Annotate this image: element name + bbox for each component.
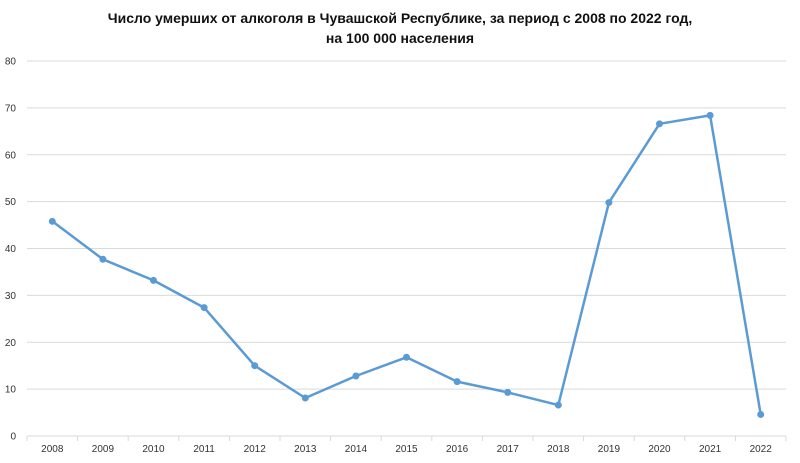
chart-title: Число умерших от алкоголя в Чувашской Ре… xyxy=(0,8,800,48)
data-point xyxy=(251,362,259,370)
data-point xyxy=(453,378,461,386)
series-line xyxy=(51,114,762,416)
data-point xyxy=(403,353,410,361)
x-tick-label: 2010 xyxy=(142,444,165,455)
data-point xyxy=(706,111,714,119)
x-tick-label: 2015 xyxy=(395,444,418,455)
y-tick-label: 80 xyxy=(5,57,17,68)
data-point xyxy=(554,401,562,409)
y-tick-label: 70 xyxy=(5,103,17,114)
y-tick-label: 0 xyxy=(10,432,16,443)
x-tick-label: 2016 xyxy=(446,444,469,455)
y-tick-label: 20 xyxy=(5,338,17,349)
x-tick-label: 2012 xyxy=(244,444,267,455)
data-point xyxy=(504,388,512,396)
y-axis-ticks: 0 10 20 30 40 50 60 70 80 xyxy=(5,57,17,443)
data-point xyxy=(48,217,56,225)
y-tick-label: 10 xyxy=(5,385,17,396)
x-tick-label: 2013 xyxy=(294,444,317,455)
x-tick-label: 2008 xyxy=(41,444,64,455)
data-point xyxy=(150,276,157,284)
x-tick-label: 2014 xyxy=(345,444,368,455)
y-tick-label: 30 xyxy=(5,291,17,302)
data-point xyxy=(99,255,107,263)
x-tick-label: 2018 xyxy=(547,444,570,455)
data-point xyxy=(301,394,309,402)
data-point xyxy=(605,199,613,207)
x-tick-label: 2011 xyxy=(193,444,215,455)
x-tick-label: 2019 xyxy=(598,444,621,455)
gridlines xyxy=(27,60,786,437)
x-tick-label: 2017 xyxy=(497,444,520,455)
y-tick-label: 40 xyxy=(5,244,17,255)
x-tick-label: 2021 xyxy=(699,444,722,455)
x-tick-label: 2009 xyxy=(92,444,115,455)
chart-title-line-1: Число умерших от алкоголя в Чувашской Ре… xyxy=(107,10,693,26)
data-point xyxy=(200,304,208,312)
data-point xyxy=(656,120,663,128)
y-tick-label: 50 xyxy=(5,197,17,208)
chart-title-line-2: на 100 000 населения xyxy=(325,30,475,46)
x-tick-label: 2020 xyxy=(648,444,671,455)
data-point xyxy=(352,372,360,380)
data-point xyxy=(757,410,765,418)
x-axis-ticks: 2008 2009 2010 2011 2012 2013 2014 2015 2016 2017… xyxy=(26,436,787,455)
y-tick-label: 60 xyxy=(5,150,17,161)
x-tick-label: 2022 xyxy=(750,444,773,455)
series-layer xyxy=(48,111,765,418)
